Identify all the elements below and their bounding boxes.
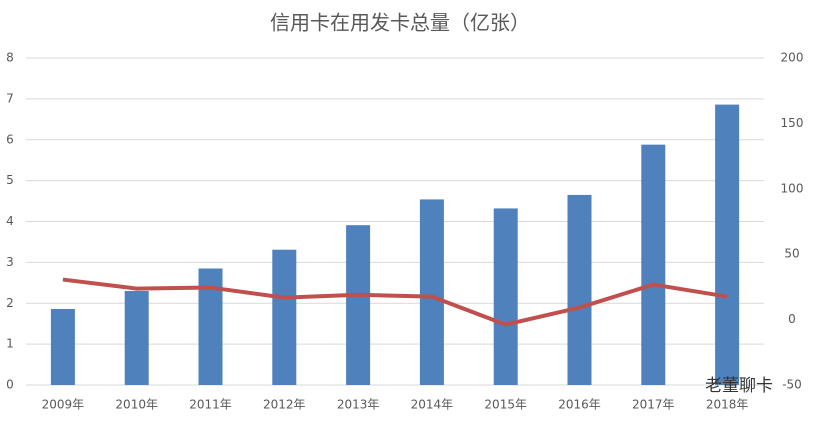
x-tick-label: 2009年 [42,398,85,412]
watermark: 老董聊卡 [705,376,773,396]
bar [419,199,444,385]
y2-tick-label: -50 [782,378,802,392]
chart-title: 信用卡在用发卡总量（亿张） [270,11,530,35]
x-tick-label: 2015年 [484,398,527,412]
y-tick-label: 4 [6,214,14,228]
y-tick-label: 0 [6,378,14,392]
y-tick-label: 7 [6,91,14,105]
bar [493,208,518,385]
y-tick-label: 5 [6,173,14,187]
bar [715,104,740,385]
y-tick-label: 2 [6,296,14,310]
y2-tick-label: 100 [781,181,804,195]
bar [50,308,75,385]
x-tick-label: 2012年 [263,398,306,412]
y2-tick-label: 50 [784,247,799,261]
y-tick-label: 8 [6,51,14,65]
x-tick-label: 2011年 [189,398,232,412]
bar [346,225,371,385]
bar [567,194,592,385]
y-tick-label: 6 [6,132,14,146]
y2-tick-label: 200 [781,51,804,65]
bar [124,290,149,385]
line [62,277,728,327]
y2-tick-label: 0 [788,312,796,326]
bar [641,144,666,385]
bar [272,249,297,385]
x-tick-label: 2017年 [632,398,675,412]
x-tick-label: 2018年 [706,398,749,412]
x-tick-label: 2014年 [411,398,454,412]
x-tick-label: 2010年 [115,398,158,412]
y2-tick-label: 150 [781,116,804,130]
y-tick-label: 3 [6,255,14,269]
x-tick-label: 2013年 [337,398,380,412]
y-tick-label: 1 [6,337,14,351]
x-tick-label: 2016年 [558,398,601,412]
